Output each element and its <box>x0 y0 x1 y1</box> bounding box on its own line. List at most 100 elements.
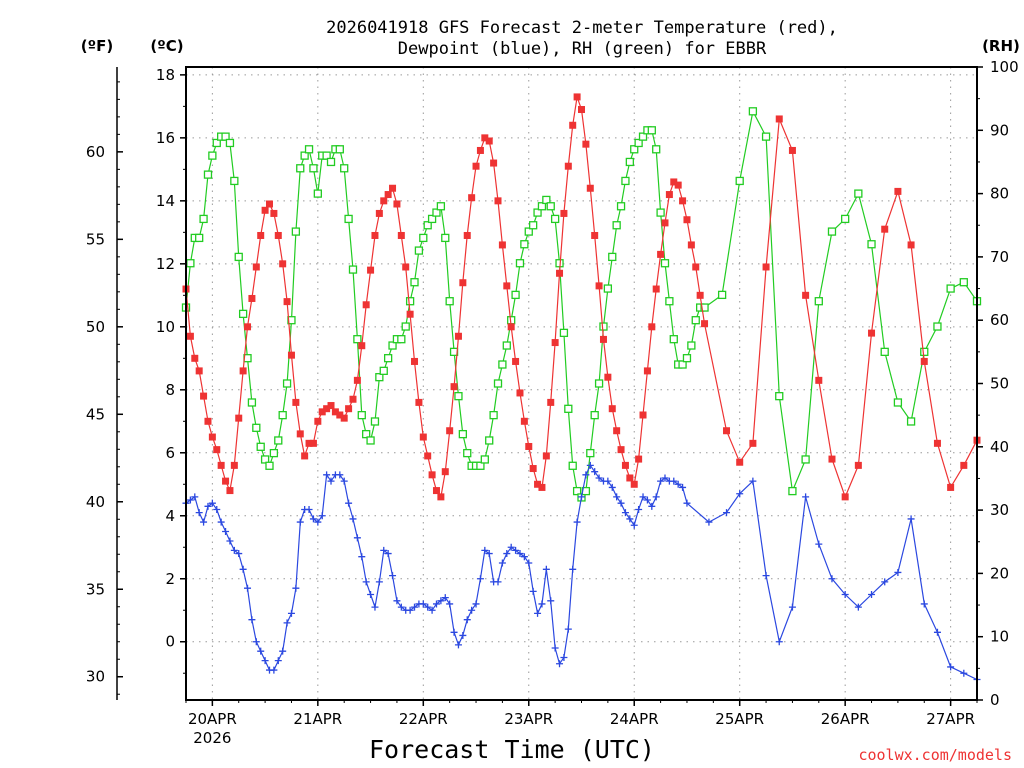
temperature-point <box>375 209 383 217</box>
dewpoint-point <box>353 534 361 542</box>
dewpoint-point <box>186 496 194 504</box>
temperature-point <box>542 452 550 460</box>
rh-point <box>269 448 279 458</box>
rh-point <box>906 417 916 426</box>
rh-point <box>480 455 489 464</box>
rh-tick-label: 10 <box>990 628 1009 646</box>
temperature-point <box>762 263 770 271</box>
x-tick-year-label: 2026 <box>193 729 231 747</box>
temperature-point <box>336 411 344 419</box>
temperature-point <box>788 146 796 154</box>
x-tick-label: 25APR <box>715 710 764 728</box>
rh-point <box>436 202 446 211</box>
celsius-tick-label: 8 <box>165 381 175 399</box>
rh-point <box>432 208 441 217</box>
rh-point <box>309 164 318 173</box>
temperature-point <box>345 405 353 413</box>
rh-point <box>761 132 771 141</box>
rh-point <box>366 436 375 445</box>
rh-point <box>414 246 424 255</box>
temperature-point <box>564 162 572 170</box>
plot-frame <box>185 66 978 701</box>
dewpoint-point <box>279 647 287 655</box>
temperature-point <box>775 115 783 123</box>
rh-point <box>326 157 336 167</box>
temperature-point <box>679 197 687 205</box>
rh-point <box>533 208 542 217</box>
dewpoint-point <box>349 515 357 523</box>
temperature-point <box>367 266 375 274</box>
temperature-point <box>230 461 238 469</box>
dewpoint-point <box>459 631 467 639</box>
temperature-point <box>296 430 304 438</box>
rh-point <box>199 214 208 224</box>
dewpoint-point <box>674 480 682 488</box>
x-tick-label: 24APR <box>610 710 659 728</box>
temperature-point <box>252 263 260 271</box>
rh-point <box>405 297 415 306</box>
rh-point <box>370 417 380 426</box>
fahrenheit-unit-label: (ºF) <box>81 37 113 55</box>
rh-point <box>353 335 362 344</box>
rh-point <box>256 442 265 451</box>
fahrenheit-tick-label: 35 <box>86 580 105 598</box>
temperature-point <box>674 181 682 189</box>
dewpoint-point <box>270 666 278 674</box>
temperature-point <box>578 106 585 114</box>
rh-point <box>282 379 292 388</box>
temperature-point <box>608 405 616 413</box>
temperature-point <box>626 474 634 482</box>
rh-point <box>410 278 419 287</box>
rh-point <box>445 297 454 306</box>
temperature-point <box>701 320 709 328</box>
dewpoint-point <box>362 578 370 586</box>
celsius-tick-label: 12 <box>156 255 175 273</box>
temperature-point <box>380 197 388 205</box>
rh-point <box>656 208 665 217</box>
temperature-point <box>481 134 489 142</box>
temperature-point <box>573 93 581 101</box>
dewpoint-point <box>723 509 731 517</box>
rh-point <box>260 455 270 464</box>
dewpoint-point <box>432 600 440 608</box>
rh-point <box>291 227 301 236</box>
rh-point <box>287 316 296 325</box>
rh-tick-label: 60 <box>990 311 1009 329</box>
rh-point <box>590 410 599 420</box>
temperature-point <box>389 184 397 192</box>
temperature-point <box>613 427 621 435</box>
dewpoint-point <box>854 603 862 611</box>
rh-point <box>212 138 221 148</box>
celsius-tick-label: 0 <box>165 633 175 651</box>
dewpoint-point <box>411 603 419 611</box>
temperature-point <box>472 162 480 170</box>
dewpoint-point <box>340 477 348 485</box>
temperature-point <box>476 146 484 154</box>
dewpoint-point <box>749 477 757 485</box>
dewpoint-point <box>503 550 511 558</box>
temperature-point <box>498 241 506 249</box>
dewpoint-point <box>648 502 656 510</box>
dewpoint-point <box>419 600 427 608</box>
dewpoint-point <box>736 490 744 498</box>
dewpoint-point <box>257 647 265 655</box>
rh-tick-label: 40 <box>990 438 1009 456</box>
temperature-point <box>362 301 370 309</box>
rh-point <box>652 145 661 154</box>
rh-point <box>594 379 604 388</box>
temperature-point <box>507 323 515 331</box>
dewpoint-point <box>200 518 208 526</box>
temperature-point <box>274 231 282 239</box>
rh-point <box>489 410 498 420</box>
dewpoint-point <box>661 474 669 482</box>
temperature-point <box>384 191 392 199</box>
rh-point <box>322 151 331 160</box>
rh-point <box>340 164 349 173</box>
temperature-point <box>235 414 243 422</box>
rh-point <box>498 360 507 369</box>
dewpoint-point <box>318 512 326 520</box>
rh-point <box>230 176 239 186</box>
rh-point <box>669 335 678 344</box>
rh-point <box>687 341 696 350</box>
temperature-point <box>432 487 440 495</box>
